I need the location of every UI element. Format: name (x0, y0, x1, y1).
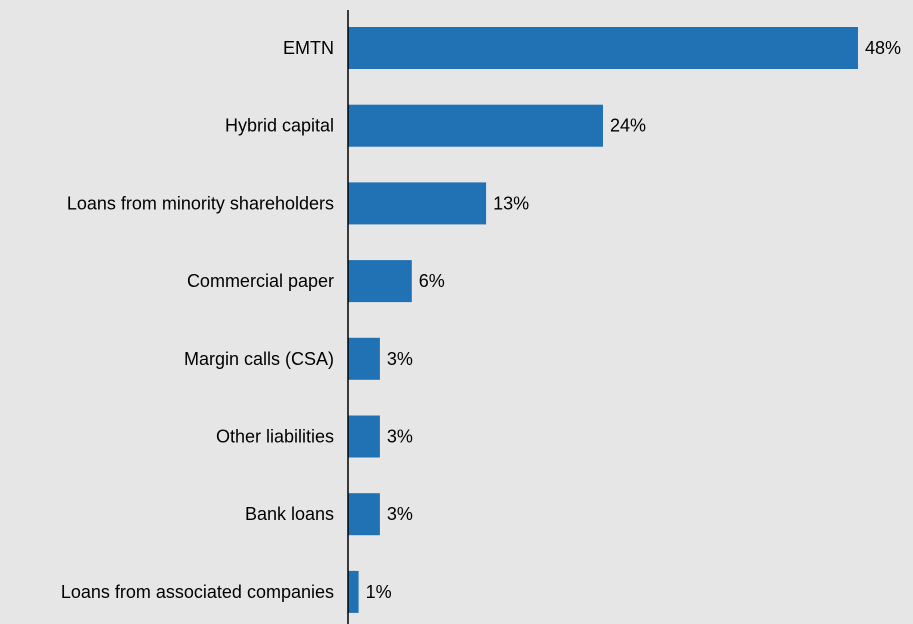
bar-5 (348, 415, 380, 458)
category-label: Commercial paper (187, 271, 334, 291)
category-label: Other liabilities (216, 427, 334, 447)
category-labels: EMTN Hybrid capital Loans from minority sh… (61, 38, 334, 602)
bar-2 (348, 182, 487, 225)
value-label: 24% (610, 116, 646, 136)
bar-7 (348, 570, 359, 613)
value-label: 3% (387, 504, 413, 524)
bar-3 (348, 260, 412, 303)
bar-6 (348, 493, 380, 536)
bar-0 (348, 27, 858, 69)
bars-group (348, 27, 858, 613)
value-label: 13% (493, 193, 529, 213)
bar-1 (348, 104, 603, 147)
value-label: 3% (387, 349, 413, 369)
value-label: 6% (419, 271, 445, 291)
category-label: Bank loans (245, 504, 334, 524)
value-labels: 48% 24% 13% 6% 3% 3% 3% 1% (366, 38, 901, 602)
value-label: 1% (366, 582, 392, 602)
value-label: 48% (865, 38, 901, 58)
category-label: Loans from minority shareholders (67, 193, 334, 213)
value-label: 3% (387, 427, 413, 447)
category-label: Hybrid capital (225, 116, 334, 136)
category-label: EMTN (283, 38, 334, 58)
bar-4 (348, 337, 380, 380)
category-label: Margin calls (CSA) (184, 349, 334, 369)
category-label: Loans from associated companies (61, 582, 334, 602)
